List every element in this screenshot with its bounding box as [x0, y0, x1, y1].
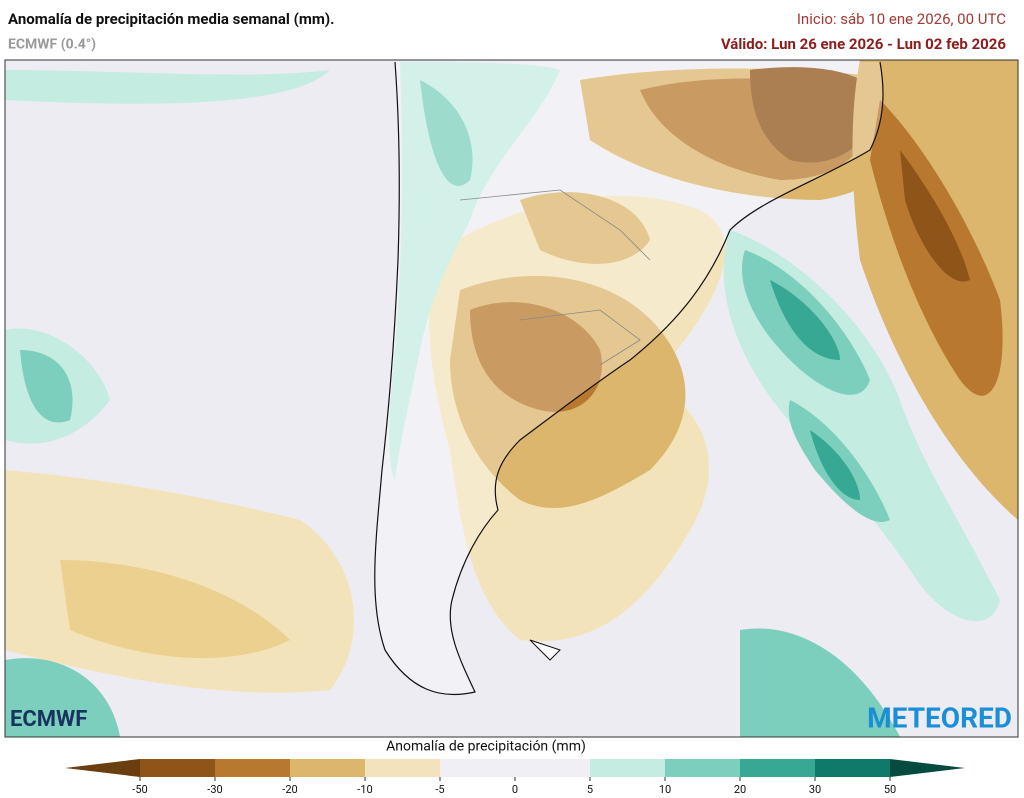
- colorbar-segment: [665, 759, 740, 777]
- logo-left: ECMWF: [10, 707, 87, 732]
- colorbar-tick-label: -30: [207, 783, 222, 796]
- title: Anomalía de precipitación media semanal …: [8, 10, 334, 28]
- colorbar-tick-label: -10: [357, 783, 372, 796]
- colorbar-segment: [215, 759, 290, 777]
- colorbar-segment: [815, 759, 890, 777]
- model: ECMWF (0.4°): [8, 37, 96, 53]
- colorbar-tick-label: -20: [282, 783, 297, 796]
- colorbar-segment: [140, 759, 215, 777]
- map: ECMWF METEORED: [4, 59, 1019, 738]
- colorbar: -50 -30 -20 -10 -5 0 5 10 20 30 50: [65, 759, 965, 796]
- logo-right: METEORED: [867, 701, 1012, 734]
- colorbar-tick-label: 0: [512, 783, 518, 796]
- colorbar-tick-label: 30: [809, 783, 821, 796]
- colorbar-segment: [290, 759, 365, 777]
- colorbar-segment: [440, 759, 515, 777]
- colorbar-title: Anomalía de precipitación (mm): [386, 739, 586, 755]
- colorbar-segment: [740, 759, 815, 777]
- colorbar-tick-label: -5: [435, 783, 444, 796]
- colorbar-tick-label: 5: [587, 783, 593, 796]
- colorbar-tick-label: -50: [132, 783, 147, 796]
- colorbar-extend-low: [65, 759, 140, 777]
- init-date: Inicio: sáb 10 ene 2026, 00 UTC: [797, 10, 1006, 28]
- colorbar-tick-label: 20: [734, 783, 746, 796]
- valid-date: Válido: Lun 26 ene 2026 - Lun 02 feb 202…: [721, 35, 1007, 53]
- colorbar-segment: [590, 759, 665, 777]
- colorbar-extend-high: [890, 759, 965, 777]
- colorbar-tick-label: 50: [884, 783, 896, 796]
- colorbar-segment: [365, 759, 440, 777]
- colorbar-tick-label: 10: [659, 783, 671, 796]
- colorbar-segment: [515, 759, 590, 777]
